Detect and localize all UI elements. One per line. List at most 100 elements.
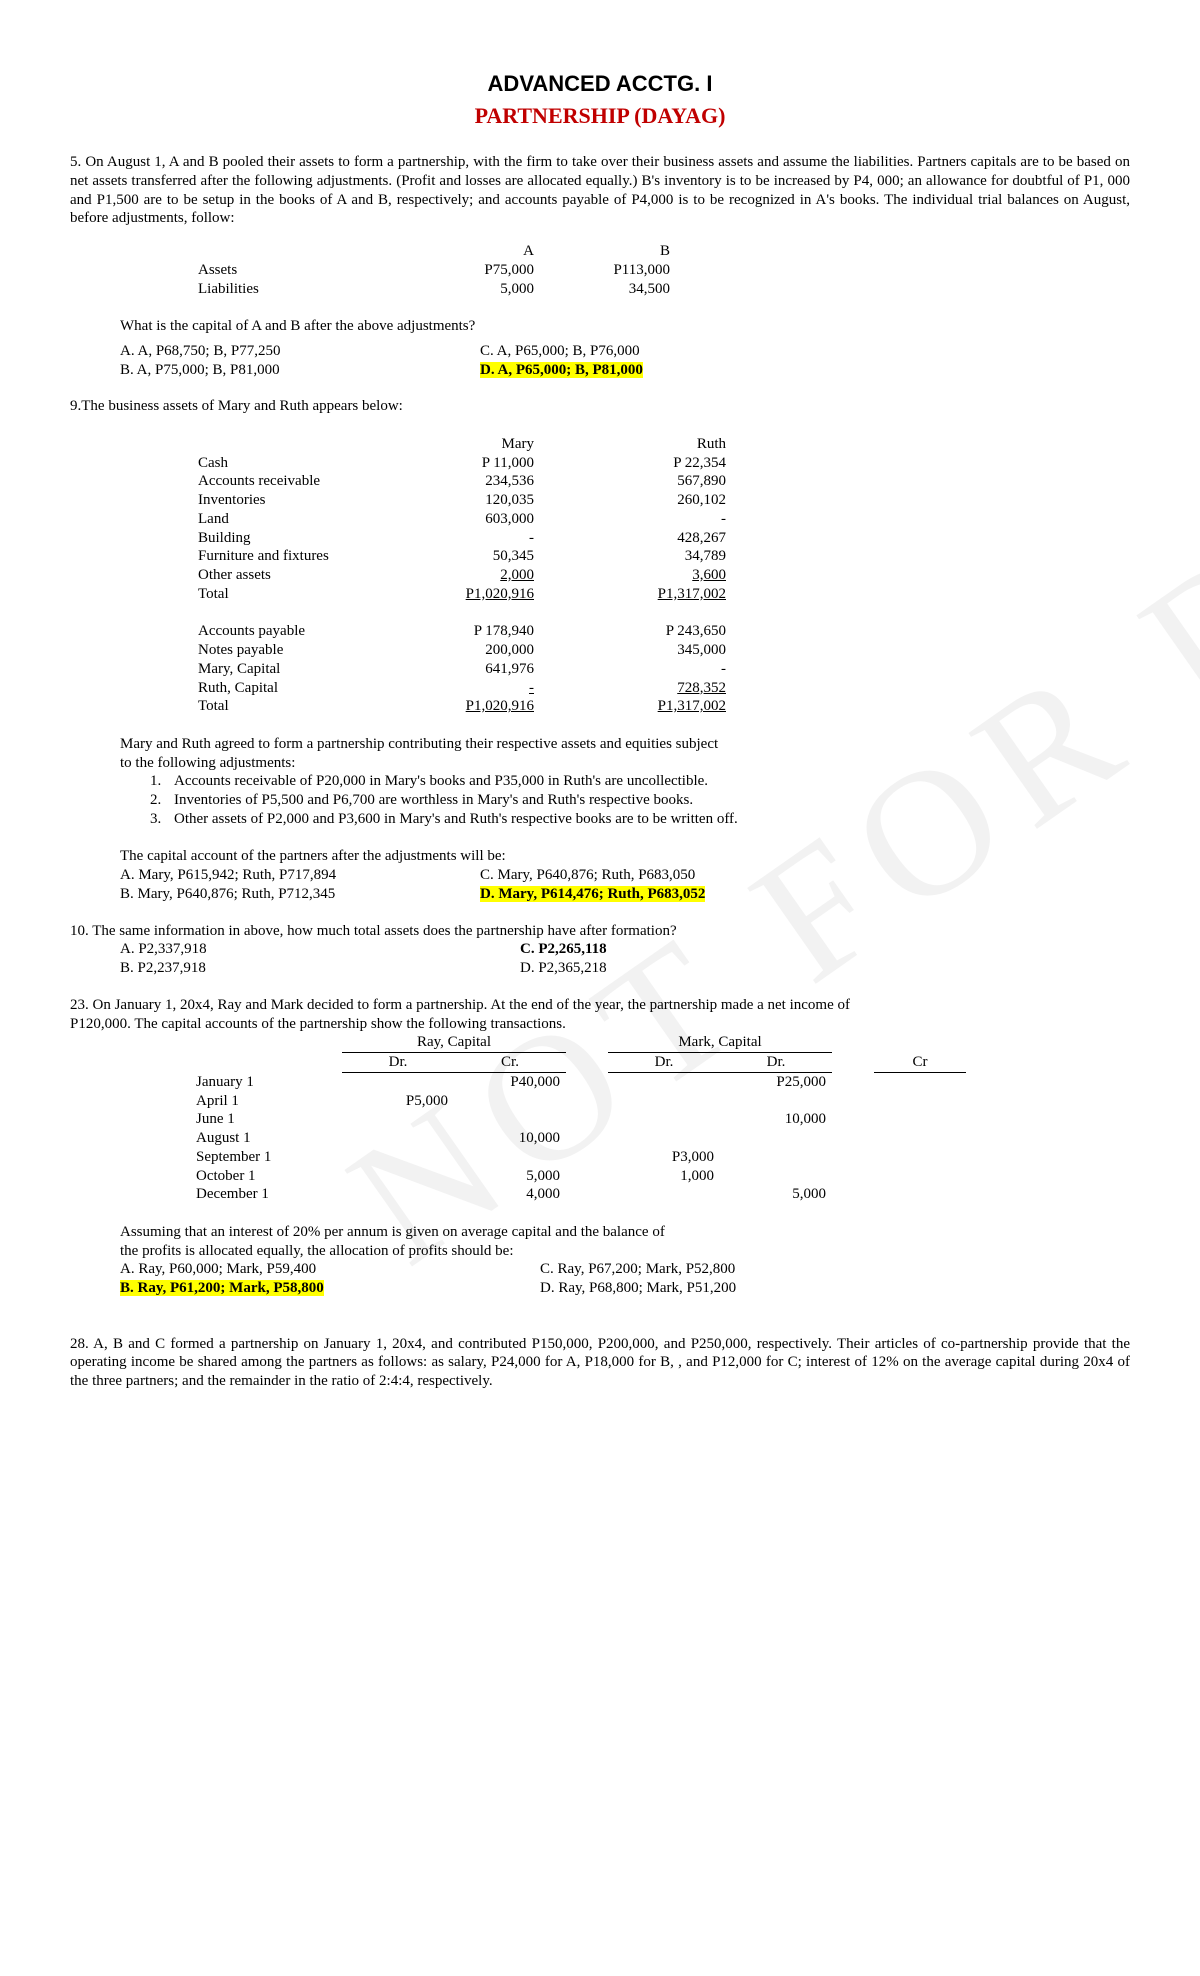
q9-cash-r: P 22,354 [598,454,734,473]
q9-cash: Cash [190,454,406,473]
q23-h-mark: Mark, Capital [608,1033,832,1052]
q5-opt-b: B. A, P75,000; B, P81,000 [120,361,480,380]
q23-assume2: the profits is allocated equally, the al… [120,1242,1130,1261]
q23-assume1: Assuming that an interest of 20% per ann… [120,1223,1130,1242]
q9-rc-r: 728,352 [598,679,734,698]
q5-r2-b: 34,500 [542,280,678,299]
q5-opt-d: D. A, P65,000; B, P81,000 [480,362,643,378]
q23-ray-cr: Cr. [454,1053,566,1073]
q9-mc-m: 641,976 [406,660,542,679]
q23-opt-a: A. Ray, P60,000; Mark, P59,400 [120,1260,540,1279]
q5-r1-lbl: Assets [190,261,406,280]
q5-r1-b: P113,000 [542,261,678,280]
q9-opt-c: C. Mary, P640,876; Ruth, P683,050 [480,866,900,885]
q9-cash-m: P 11,000 [406,454,542,473]
q9-tot1: Total [190,585,406,604]
q9-opt-a: A. Mary, P615,942; Ruth, P717,894 [120,866,480,885]
q9-oa-r: 3,600 [598,566,734,585]
q23-mark-dr: Dr. [608,1053,720,1073]
q9-land: Land [190,510,406,529]
q9-ff-r: 34,789 [598,547,734,566]
q5-h-a: A [406,242,542,261]
q9-oa: Other assets [190,566,406,585]
q9-intro: 9.The business assets of Mary and Ruth a… [70,397,1130,416]
q28-text: 28. A, B and C formed a partnership on J… [70,1335,1130,1391]
q9-bldg-r: 428,267 [598,529,734,548]
q9-rc: Ruth, Capital [190,679,406,698]
q23-r4: August 1 [190,1129,342,1148]
q9-ap-m: P 178,940 [406,622,542,641]
q10-opt-b: B. P2,237,918 [120,959,520,978]
q23-r2: April 1 [190,1092,342,1111]
q10-opt-d: D. P2,365,218 [520,959,607,978]
q10-opt-a: A. P2,337,918 [120,940,520,959]
q9-bldg-m: - [406,529,542,548]
q5-h-b: B [542,242,678,261]
q23-r5-mcr: P3,000 [608,1148,720,1167]
q5-r1-a: P75,000 [406,261,542,280]
q23-r2-rdr: P5,000 [342,1092,454,1111]
q9-rc-m: - [406,679,542,698]
q23-r1-mdr: P25,000 [720,1072,832,1091]
q5-opt-a: A. A, P68,750; B, P77,250 [120,342,480,361]
q23-h-ray: Ray, Capital [342,1033,566,1052]
q9-adj1: Accounts receivable of P20,000 in Mary's… [174,772,708,791]
q9-ar-r: 567,890 [598,472,734,491]
q9-ff-m: 50,345 [406,547,542,566]
q9-ar: Accounts receivable [190,472,406,491]
q9-inv-m: 120,035 [406,491,542,510]
q5-text: 5. On August 1, A and B pooled their ass… [70,153,1130,228]
q23-opt-b: B. Ray, P61,200; Mark, P58,800 [120,1280,324,1296]
doc-title-2: PARTNERSHIP (DAYAG) [70,102,1130,130]
q9-tot2: Total [190,697,406,716]
q9-h-m: Mary [406,435,542,454]
q9-bldg: Building [190,529,406,548]
q23-r7-rcr: 4,000 [454,1185,566,1204]
q10-opt-c: C. P2,265,118 [520,940,607,959]
q23-mark-dr2: Dr. [720,1053,832,1073]
q9-ap: Accounts payable [190,622,406,641]
q9-adj2: Inventories of P5,500 and P6,700 are wor… [174,791,693,810]
q23-r4-rcr: 10,000 [454,1129,566,1148]
q9-np-m: 200,000 [406,641,542,660]
q9-adj-intro1: Mary and Ruth agreed to form a partnersh… [120,735,1130,754]
q9-np-r: 345,000 [598,641,734,660]
q9-tot1-r: P1,317,002 [598,585,734,604]
q9-tot2-r: P1,317,002 [598,697,734,716]
q5-opt-c: C. A, P65,000; B, P76,000 [480,342,840,361]
q9-land-m: 603,000 [406,510,542,529]
q9-ff: Furniture and fixtures [190,547,406,566]
q23-r3: June 1 [190,1110,342,1129]
q5-table: A B Assets P75,000 P113,000 Liabilities … [190,242,678,298]
q23-opt-c: C. Ray, P67,200; Mark, P52,800 [540,1260,735,1279]
q23-ray-dr: Dr. [342,1053,454,1073]
q23-cr2: Cr [874,1053,966,1073]
q5-question: What is the capital of A and B after the… [120,317,1130,336]
q23-r6: October 1 [190,1167,342,1186]
q23-table: Ray, Capital Mark, Capital Dr. Cr. Dr. D… [190,1033,966,1204]
q9-adj3: Other assets of P2,000 and P3,600 in Mar… [174,810,738,829]
q23-r6-rcr: 5,000 [454,1167,566,1186]
q23-r7-mdr: 5,000 [720,1185,832,1204]
q5-r2-a: 5,000 [406,280,542,299]
q9-oa-m: 2,000 [406,566,542,585]
q9-capq: The capital account of the partners afte… [120,847,1130,866]
q23-r6-mcr: 1,000 [608,1167,720,1186]
q23-r7: December 1 [190,1185,342,1204]
q9-mc-r: - [598,660,734,679]
q23-r1-rcr: P40,000 [454,1072,566,1091]
q9-inv-r: 260,102 [598,491,734,510]
q23-r5: September 1 [190,1148,342,1167]
q9-tot2-m: P1,020,916 [406,697,542,716]
q9-mc: Mary, Capital [190,660,406,679]
q9-table: Mary Ruth CashP 11,000 P 22,354 Accounts … [190,435,734,716]
q9-np: Notes payable [190,641,406,660]
q9-land-r: - [598,510,734,529]
q5-r2-lbl: Liabilities [190,280,406,299]
q9-opt-d: D. Mary, P614,476; Ruth, P683,052 [480,886,705,902]
q9-h-r: Ruth [598,435,734,454]
q9-inv: Inventories [190,491,406,510]
q9-opt-b: B. Mary, P640,876; Ruth, P712,345 [120,885,480,904]
q9-ar-m: 234,536 [406,472,542,491]
q23-r1: January 1 [190,1072,342,1091]
